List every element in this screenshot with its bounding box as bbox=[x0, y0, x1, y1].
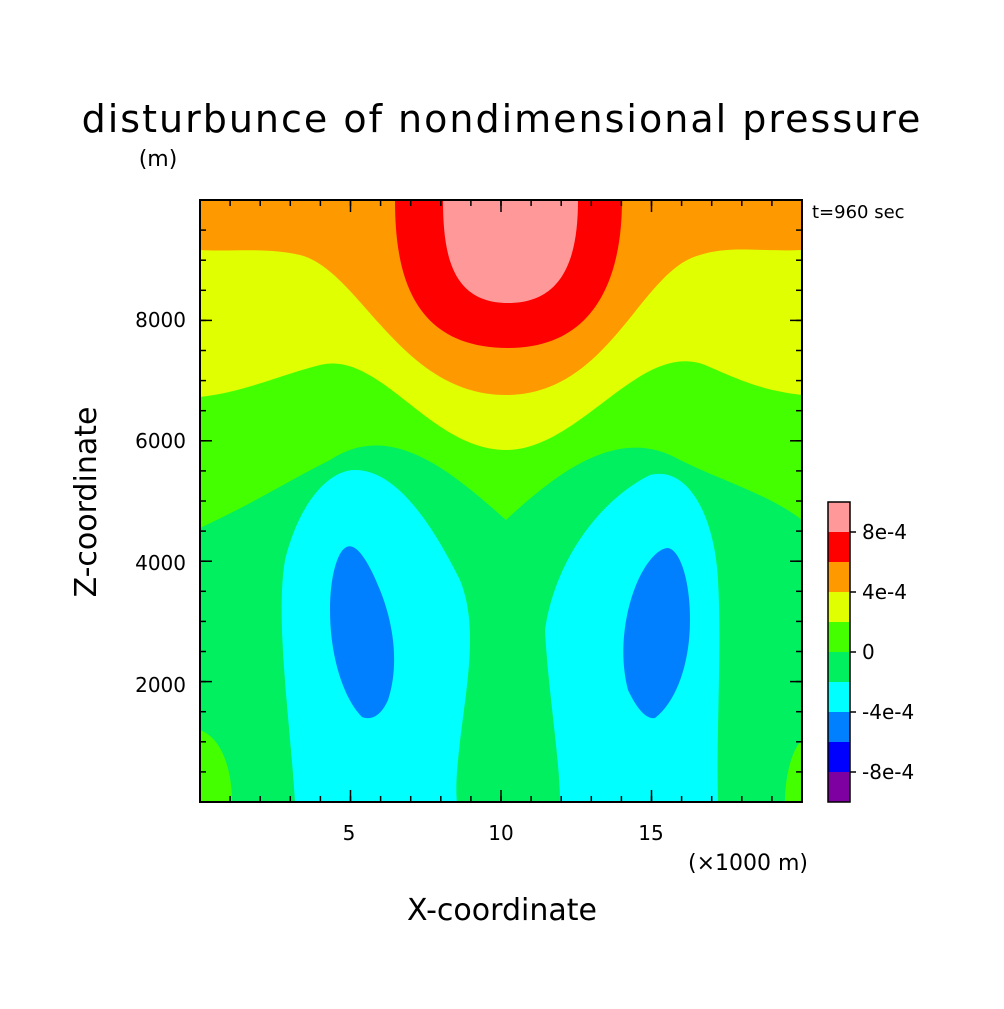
colorbar-label: 8e-4 bbox=[862, 520, 907, 544]
colorbar-label: 4e-4 bbox=[862, 580, 907, 604]
colorbar-ticks bbox=[850, 531, 856, 773]
x-tick-labels: 5 10 15 bbox=[343, 821, 664, 845]
contour-band-0-corner-left bbox=[200, 730, 232, 802]
colorbar-swatch bbox=[828, 742, 850, 772]
chart-title: disturbunce of nondimensional pressure bbox=[82, 97, 923, 141]
contour-band-neg6e-4-right bbox=[623, 548, 690, 719]
colorbar-swatch bbox=[828, 562, 850, 592]
y-tick-labels: 2000 4000 6000 8000 bbox=[135, 308, 186, 697]
y-tick-label: 4000 bbox=[135, 551, 186, 575]
colorbar: 8e-4 4e-4 0 -4e-4 -8e-4 bbox=[827, 501, 914, 803]
y-tick-label: 8000 bbox=[135, 308, 186, 332]
colorbar-swatch bbox=[828, 502, 850, 532]
colorbar-swatch bbox=[828, 592, 850, 622]
x-tick-label: 5 bbox=[343, 821, 356, 845]
colorbar-label: -8e-4 bbox=[862, 760, 914, 784]
major-ticks bbox=[200, 200, 802, 802]
y-tick-label: 2000 bbox=[135, 673, 186, 697]
colorbar-swatch bbox=[828, 682, 850, 712]
contour-band-0-corner-right bbox=[785, 740, 802, 802]
y-tick-label: 6000 bbox=[135, 429, 186, 453]
colorbar-swatch bbox=[828, 622, 850, 652]
x-axis-label: X-coordinate bbox=[407, 893, 597, 928]
colorbar-label: 0 bbox=[862, 640, 875, 664]
contour-band-neg6e-4-left bbox=[330, 546, 395, 719]
contour-band-8e-4 bbox=[443, 200, 578, 303]
plot-area bbox=[199, 199, 803, 803]
colorbar-label: -4e-4 bbox=[862, 700, 914, 724]
x-tick-label: 10 bbox=[488, 821, 513, 845]
x-tick-label: 15 bbox=[638, 821, 663, 845]
colorbar-swatch bbox=[828, 712, 850, 742]
colorbar-swatch bbox=[828, 772, 850, 802]
y-axis-label: Z-coordinate bbox=[69, 407, 104, 598]
colorbar-swatch bbox=[828, 652, 850, 682]
timestamp-label: t=960 sec bbox=[812, 202, 905, 223]
x-unit-label: (×1000 m) bbox=[688, 851, 808, 876]
y-unit-label: (m) bbox=[139, 147, 178, 172]
colorbar-swatch bbox=[828, 532, 850, 562]
